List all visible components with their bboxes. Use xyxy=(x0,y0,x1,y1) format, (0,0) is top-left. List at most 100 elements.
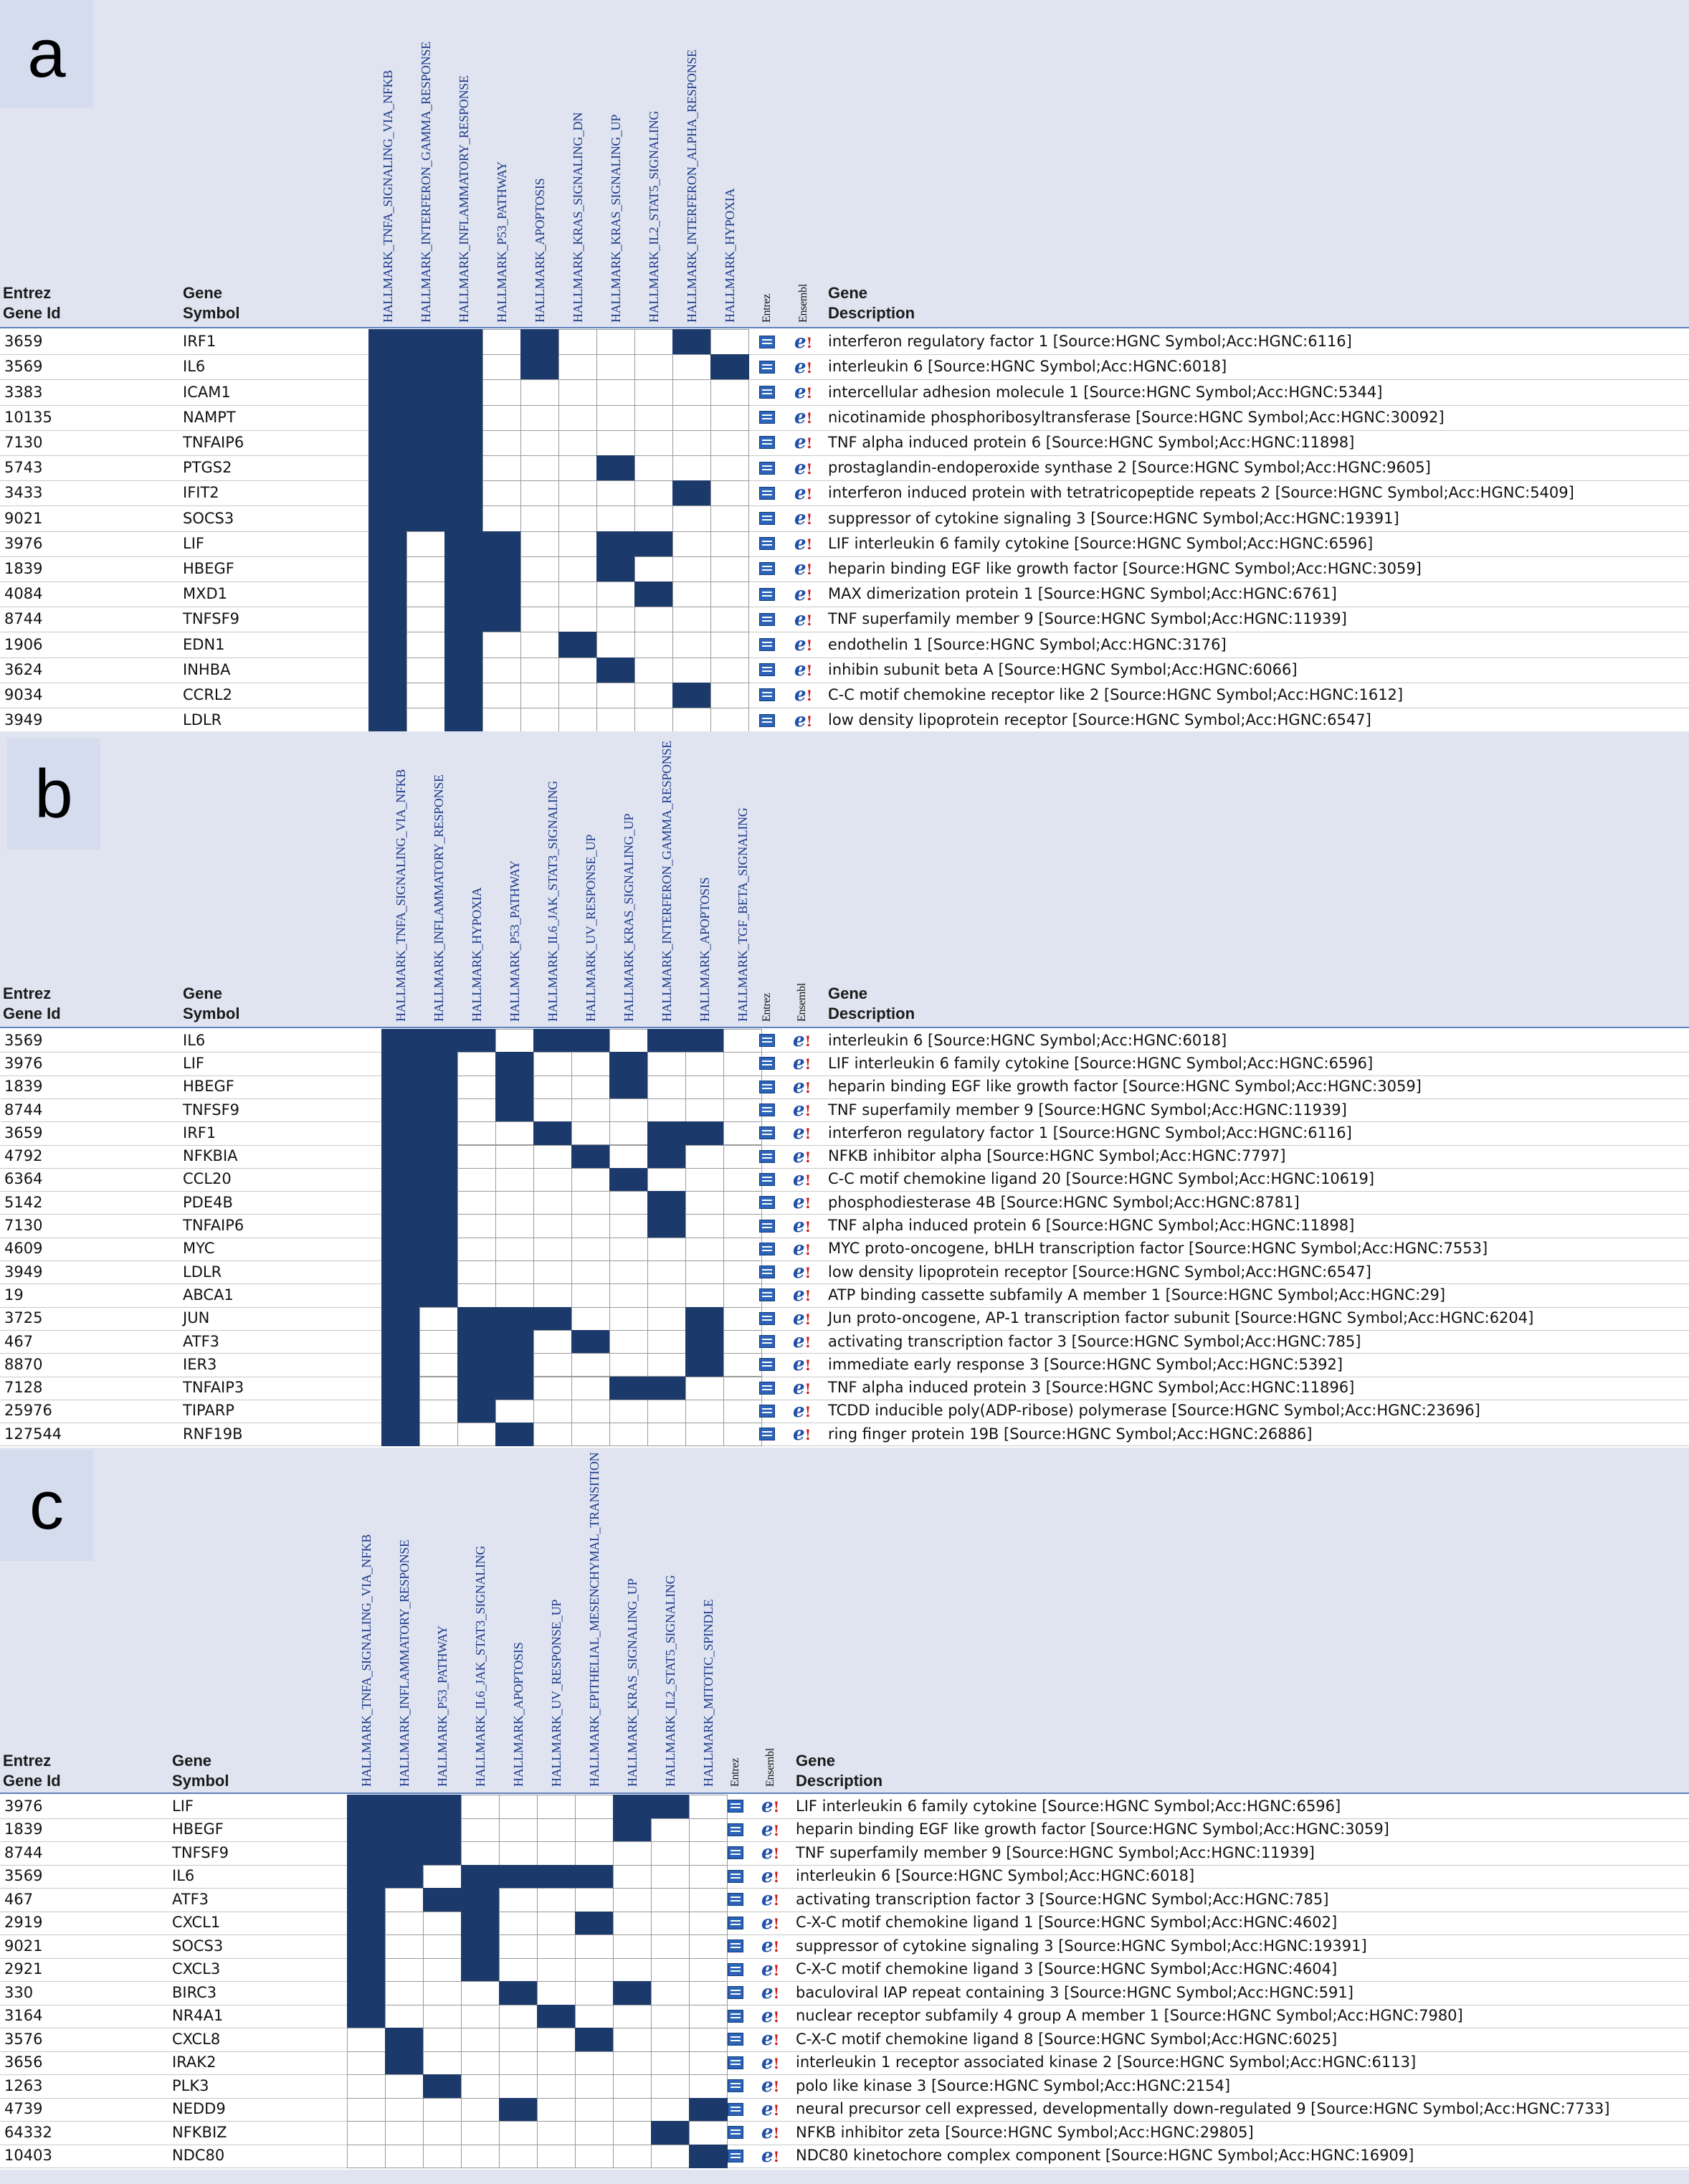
entrez-link-icon[interactable] xyxy=(728,1893,743,1907)
entrez-link-icon[interactable] xyxy=(759,587,775,601)
hallmark-column-header[interactable]: HALLMARK_KRAS_SIGNALING_UP xyxy=(624,1578,639,1787)
hallmark-column-header[interactable]: HALLMARK_TGF_BETA_SIGNALING xyxy=(735,807,750,1022)
ensembl-link-icon[interactable]: e! xyxy=(761,2076,779,2095)
entrez-link-icon[interactable] xyxy=(759,537,775,551)
entrez-link-icon[interactable] xyxy=(759,512,775,525)
ensembl-link-icon[interactable]: e! xyxy=(794,358,812,376)
ensembl-link-icon[interactable]: e! xyxy=(793,1078,811,1096)
hallmark-column-header[interactable]: HALLMARK_INFLAMMATORY_RESPONSE xyxy=(396,1539,411,1787)
ensembl-link-icon[interactable]: e! xyxy=(761,1797,779,1815)
hallmark-column-header[interactable]: HALLMARK_APOPTOSIS xyxy=(697,877,712,1022)
hallmark-column-header[interactable]: HALLMARK_UV_RESPONSE_UP xyxy=(583,834,598,1022)
hallmark-column-header[interactable]: HALLMARK_IL2_STAT5_SIGNALING xyxy=(662,1575,677,1787)
entrez-link-icon[interactable] xyxy=(728,1846,743,1860)
entrez-link-icon[interactable] xyxy=(759,411,775,424)
hallmark-column-header[interactable]: HALLMARK_INTERFERON_ALPHA_RESPONSE xyxy=(684,49,699,323)
entrez-link-icon[interactable] xyxy=(728,1823,743,1836)
entrez-link-icon[interactable] xyxy=(759,1266,775,1279)
hallmark-column-header[interactable]: HALLMARK_IL6_JAK_STAT3_SIGNALING xyxy=(472,1546,487,1787)
hallmark-column-header[interactable]: HALLMARK_TNFA_SIGNALING_VIA_NFKB xyxy=(358,1534,374,1787)
entrez-link-icon[interactable] xyxy=(728,2126,743,2140)
ensembl-link-icon[interactable]: e! xyxy=(794,685,812,704)
ensembl-link-icon[interactable]: e! xyxy=(793,1286,811,1304)
ensembl-link-icon[interactable]: e! xyxy=(793,1217,811,1235)
ensembl-link-icon[interactable]: e! xyxy=(793,1101,811,1119)
hallmark-column-header[interactable]: HALLMARK_UV_RESPONSE_UP xyxy=(548,1599,563,1787)
ensembl-link-icon[interactable]: e! xyxy=(794,635,812,654)
hallmark-column-header[interactable]: HALLMARK_APOPTOSIS xyxy=(510,1642,525,1787)
ensembl-link-icon[interactable]: e! xyxy=(761,1867,779,1886)
ensembl-link-icon[interactable]: e! xyxy=(793,1193,811,1212)
ensembl-link-icon[interactable]: e! xyxy=(761,2007,779,2026)
hallmark-column-header[interactable]: HALLMARK_KRAS_SIGNALING_UP xyxy=(608,114,623,323)
entrez-link-icon[interactable] xyxy=(728,1800,743,1813)
hallmark-column-header[interactable]: HALLMARK_P53_PATHWAY xyxy=(494,161,509,323)
ensembl-link-icon[interactable]: e! xyxy=(794,585,812,604)
ensembl-link-icon[interactable]: e! xyxy=(794,433,812,452)
ensembl-link-icon[interactable]: e! xyxy=(793,1379,811,1397)
entrez-link-icon[interactable] xyxy=(759,335,775,348)
ensembl-link-icon[interactable]: e! xyxy=(794,459,812,478)
hallmark-column-header[interactable]: HALLMARK_IL2_STAT5_SIGNALING xyxy=(646,110,661,323)
ensembl-link-icon[interactable]: e! xyxy=(793,1147,811,1166)
entrez-link-icon[interactable] xyxy=(728,2102,743,2116)
ensembl-link-icon[interactable]: e! xyxy=(794,383,812,402)
entrez-link-icon[interactable] xyxy=(728,2079,743,2093)
entrez-link-icon[interactable] xyxy=(759,1335,775,1349)
entrez-link-icon[interactable] xyxy=(759,1172,775,1186)
entrez-link-icon[interactable] xyxy=(759,461,775,475)
ensembl-link-icon[interactable]: e! xyxy=(794,534,812,553)
hallmark-column-header[interactable]: HALLMARK_INFLAMMATORY_RESPONSE xyxy=(456,75,471,323)
entrez-link-icon[interactable] xyxy=(728,2149,743,2162)
ensembl-link-icon[interactable]: e! xyxy=(794,408,812,427)
entrez-link-icon[interactable] xyxy=(728,1940,743,1953)
entrez-link-icon[interactable] xyxy=(759,360,775,374)
entrez-link-icon[interactable] xyxy=(759,486,775,500)
ensembl-link-icon[interactable]: e! xyxy=(794,559,812,578)
hallmark-column-header[interactable]: HALLMARK_TNFA_SIGNALING_VIA_NFKB xyxy=(380,70,395,323)
ensembl-link-icon[interactable]: e! xyxy=(761,1960,779,1979)
ensembl-link-icon[interactable]: e! xyxy=(761,2123,779,2142)
entrez-link-icon[interactable] xyxy=(728,2033,743,2046)
ensembl-link-icon[interactable]: e! xyxy=(761,2030,779,2048)
hallmark-column-header[interactable]: HALLMARK_P53_PATHWAY xyxy=(434,1625,449,1787)
entrez-link-icon[interactable] xyxy=(759,612,775,626)
entrez-link-icon[interactable] xyxy=(759,1428,775,1441)
entrez-link-icon[interactable] xyxy=(759,1288,775,1302)
entrez-link-icon[interactable] xyxy=(728,2009,743,2023)
ensembl-link-icon[interactable]: e! xyxy=(794,610,812,629)
entrez-link-icon[interactable] xyxy=(728,1916,743,1929)
hallmark-column-header[interactable]: HALLMARK_KRAS_SIGNALING_UP xyxy=(621,813,636,1022)
ensembl-link-icon[interactable]: e! xyxy=(794,484,812,503)
ensembl-link-icon[interactable]: e! xyxy=(793,1263,811,1281)
entrez-link-icon[interactable] xyxy=(728,1986,743,2000)
ensembl-link-icon[interactable]: e! xyxy=(793,1402,811,1420)
hallmark-column-header[interactable]: HALLMARK_HYPOXIA xyxy=(469,887,484,1022)
ensembl-link-icon[interactable]: e! xyxy=(794,711,812,730)
ensembl-link-icon[interactable]: e! xyxy=(761,1820,779,1839)
ensembl-link-icon[interactable]: e! xyxy=(761,1983,779,2002)
entrez-link-icon[interactable] xyxy=(728,2056,743,2069)
entrez-link-icon[interactable] xyxy=(759,663,775,677)
ensembl-link-icon[interactable]: e! xyxy=(793,1054,811,1073)
ensembl-link-icon[interactable]: e! xyxy=(761,1843,779,1862)
ensembl-link-icon[interactable]: e! xyxy=(793,1124,811,1142)
ensembl-link-icon[interactable]: e! xyxy=(793,1240,811,1258)
entrez-link-icon[interactable] xyxy=(759,562,775,576)
ensembl-link-icon[interactable]: e! xyxy=(794,333,812,351)
ensembl-link-icon[interactable]: e! xyxy=(793,1332,811,1351)
hallmark-column-header[interactable]: HALLMARK_INTERFERON_GAMMA_RESPONSE xyxy=(659,741,674,1022)
entrez-link-icon[interactable] xyxy=(759,1358,775,1372)
ensembl-link-icon[interactable]: e! xyxy=(794,509,812,528)
ensembl-link-icon[interactable]: e! xyxy=(793,1309,811,1328)
entrez-link-icon[interactable] xyxy=(759,1149,775,1163)
ensembl-link-icon[interactable]: e! xyxy=(794,660,812,679)
entrez-link-icon[interactable] xyxy=(759,386,775,399)
ensembl-link-icon[interactable]: e! xyxy=(793,1031,811,1050)
hallmark-column-header[interactable]: HALLMARK_INFLAMMATORY_RESPONSE xyxy=(431,774,446,1022)
hallmark-column-header[interactable]: HALLMARK_INTERFERON_GAMMA_RESPONSE xyxy=(418,42,433,323)
entrez-link-icon[interactable] xyxy=(728,1869,743,1883)
entrez-link-icon[interactable] xyxy=(759,436,775,450)
ensembl-link-icon[interactable]: e! xyxy=(761,1937,779,1955)
ensembl-link-icon[interactable]: e! xyxy=(761,2100,779,2119)
